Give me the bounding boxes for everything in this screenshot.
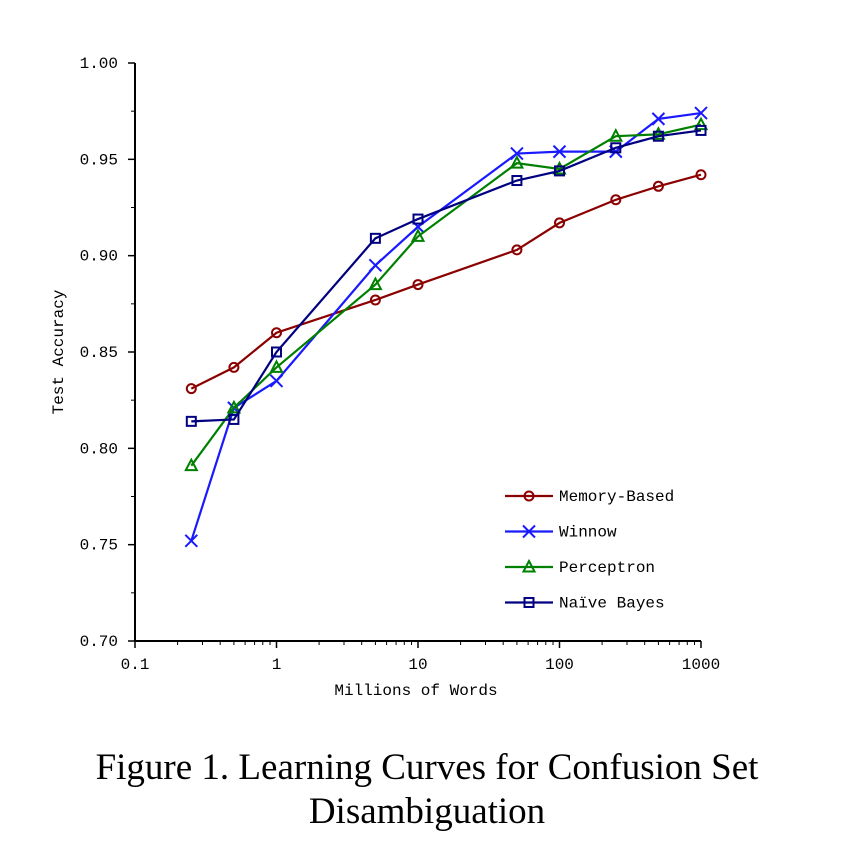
y-tick-label: 0.75 [80, 537, 118, 555]
square-marker [369, 232, 381, 244]
triangle-marker [410, 228, 426, 242]
legend-label: Naïve Bayes [559, 595, 665, 613]
x-marker [694, 106, 708, 120]
series-line [190, 112, 702, 542]
x-marker [552, 144, 567, 159]
square-marker [695, 124, 707, 136]
triangle-marker [552, 160, 567, 175]
legend-item: Winnow [505, 524, 617, 542]
square-marker [412, 213, 424, 225]
x-marker [368, 258, 383, 273]
x-marker [522, 524, 536, 539]
triangle-marker [608, 128, 623, 142]
x-marker [184, 534, 199, 548]
circle-marker [554, 217, 565, 229]
square-marker [185, 415, 197, 427]
square-marker [523, 597, 535, 608]
square-marker [554, 165, 565, 177]
legend-item: Naïve Bayes [505, 595, 665, 613]
circle-marker [271, 327, 282, 339]
caption-line-2: Disambiguation [308, 791, 546, 832]
triangle-marker [693, 116, 709, 131]
series-winnow [184, 106, 708, 548]
x-marker [651, 112, 666, 126]
triangle-marker [269, 359, 284, 373]
y-tick-label: 0.90 [80, 248, 118, 266]
circle-marker [695, 169, 707, 181]
learning-curves-chart: 0.70 0.75 0.80 0.85 0.90 0.95 1.00 0.1 1 10 100 100… [50, 55, 720, 700]
x-tick-label: 1 [272, 656, 282, 674]
x-axis-label: Millions of Words [334, 682, 497, 700]
square-marker [652, 130, 664, 142]
x-tick-label: 1000 [682, 656, 720, 674]
figure-caption: Figure 1. Learning Curves for Confusion … [0, 746, 854, 834]
caption-line-1: Figure 1. Learning Curves for Confusion … [95, 747, 759, 788]
circle-marker [523, 490, 535, 502]
circle-marker [610, 194, 622, 206]
circle-marker [185, 383, 197, 395]
square-marker [610, 142, 622, 154]
circle-marker [412, 279, 424, 291]
circle-marker [228, 361, 240, 373]
series-memory-based [185, 169, 707, 395]
square-marker [511, 175, 523, 187]
series-line [190, 123, 702, 467]
y-tick-label: 0.70 [80, 633, 118, 651]
circle-marker [652, 180, 664, 192]
triangle-marker [226, 399, 242, 414]
x-tick-label: 10 [408, 656, 427, 674]
legend-item: Memory-Based [505, 488, 674, 506]
series-line [191, 129, 702, 423]
y-axis-label: Test Accuracy [50, 289, 68, 414]
triangle-marker [368, 276, 383, 291]
series-perceptron [184, 116, 709, 472]
square-marker [228, 413, 240, 425]
legend-label: Perceptron [559, 559, 655, 577]
triangle-marker [509, 155, 525, 169]
x-tick-label: 0.1 [121, 656, 150, 674]
y-tick-label: 0.80 [80, 440, 118, 458]
legend-label: Winnow [559, 524, 617, 542]
y-tick-label: 0.95 [80, 151, 118, 169]
y-tick-label: 0.85 [80, 344, 118, 362]
series-line [190, 173, 702, 390]
y-tick-label: 1.00 [80, 55, 118, 73]
triangle-marker [521, 558, 537, 573]
circle-marker [511, 244, 523, 256]
legend-label: Memory-Based [559, 488, 674, 506]
square-marker [271, 346, 282, 358]
circle-marker [369, 294, 381, 306]
series-na-ve-bayes [185, 124, 707, 427]
x-tick-label: 100 [545, 656, 574, 674]
triangle-marker [651, 126, 666, 140]
triangle-marker [184, 457, 199, 472]
legend-item: Perceptron [505, 558, 655, 577]
x-marker [269, 374, 284, 388]
x-marker [510, 146, 524, 161]
